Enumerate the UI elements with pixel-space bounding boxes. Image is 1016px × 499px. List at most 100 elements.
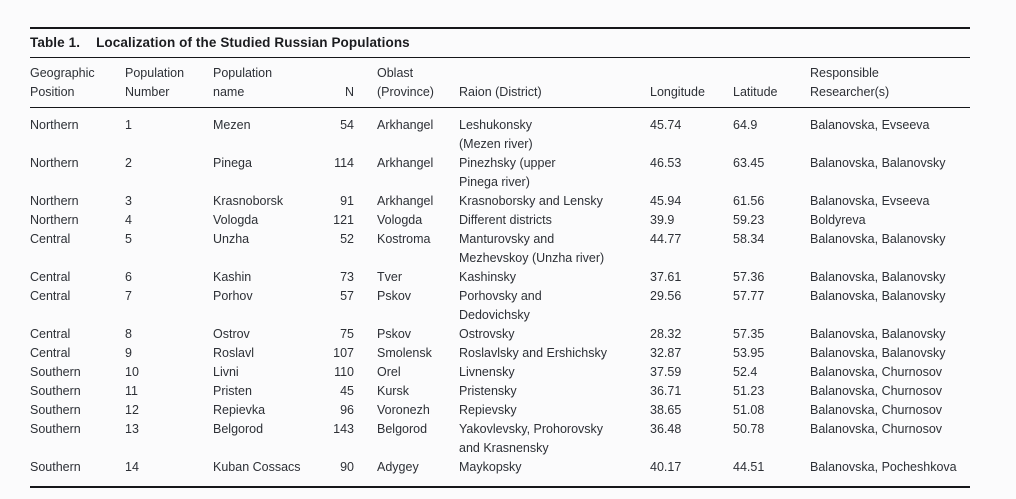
cell-name: Roslavl (213, 346, 254, 360)
col-header-population-number: Population Number (125, 57, 213, 108)
cell-raion: Leshukonsky (Mezen river) (459, 118, 533, 151)
cell-n: 57 (340, 289, 354, 303)
table-row: Northern 1 Mezen 54 Arkhangel Leshukonsky (Me… (30, 108, 970, 155)
cell-longitude: 36.71 (650, 384, 682, 398)
cell-n: 121 (333, 213, 354, 227)
table-row: Northern 4 Vologda 121 Vologda Different dist… (30, 211, 970, 230)
cell-longitude: 40.17 (650, 460, 682, 474)
cell-researcher: Balanovska, Churnosov (810, 365, 943, 379)
cell-longitude: 45.74 (650, 118, 682, 132)
cell-latitude: 50.78 (733, 422, 765, 436)
cell-num: 14 (125, 460, 139, 474)
table-row: Northern 3 Krasnoborsk 91 Arkhangel Krasnobor… (30, 192, 970, 211)
cell-num: 6 (125, 270, 132, 284)
table-row: Central 5 Unzha 52 Kostroma Manturovsky and M… (30, 230, 970, 268)
col-header-longitude: Longitude (650, 57, 733, 108)
cell-longitude: 37.61 (650, 270, 682, 284)
cell-n: 75 (340, 327, 354, 341)
col-header-geographic-position: Geographic Position (30, 57, 125, 108)
cell-raion: Manturovsky and Mezhevskoy (Unzha river) (459, 232, 605, 265)
table-row: Southern 13 Belgorod 143 Belgorod Yakovlevsky… (30, 420, 970, 458)
cell-geo: Northern (30, 213, 79, 227)
cell-latitude: 52.4 (733, 365, 758, 379)
cell-latitude: 61.56 (733, 194, 765, 208)
cell-name: Pristen (213, 384, 252, 398)
cell-raion: Livnensky (459, 365, 515, 379)
cell-raion: Maykopsky (459, 460, 522, 474)
col-header-raion-district: Raion (District) (459, 57, 650, 108)
cell-num: 10 (125, 365, 139, 379)
cell-num: 12 (125, 403, 139, 417)
cell-latitude: 58.34 (733, 232, 765, 246)
cell-raion: Yakovlevsky, Prohorovsky and Krasnensky (459, 422, 604, 455)
cell-n: 143 (333, 422, 354, 436)
cell-researcher: Balanovska, Balanovsky (810, 156, 946, 170)
cell-name: Kuban Cossacs (213, 460, 301, 474)
table-row: Northern 2 Pinega 114 Arkhangel Pinezhsky (up… (30, 154, 970, 192)
cell-researcher: Balanovska, Evseeva (810, 194, 930, 208)
table-title-text: Localization of the Studied Russian Popu… (96, 35, 410, 50)
cell-n: 107 (333, 346, 354, 360)
cell-latitude: 53.95 (733, 346, 765, 360)
cell-name: Krasnoborsk (213, 194, 284, 208)
cell-researcher: Boldyreva (810, 213, 866, 227)
cell-researcher: Balanovska, Balanovsky (810, 327, 946, 341)
col-header-latitude: Latitude (733, 57, 810, 108)
cell-oblast: Tver (377, 270, 402, 284)
cell-num: 11 (125, 384, 138, 398)
cell-oblast: Arkhangel (377, 156, 434, 170)
table-row: Southern 14 Kuban Cossacs 90 Adygey Maykopsky… (30, 458, 970, 486)
cell-longitude: 32.87 (650, 346, 682, 360)
cell-num: 4 (125, 213, 132, 227)
cell-geo: Central (30, 232, 71, 246)
cell-researcher: Balanovska, Balanovsky (810, 346, 946, 360)
cell-oblast: Smolensk (377, 346, 432, 360)
cell-researcher: Balanovska, Pocheshkova (810, 460, 957, 474)
cell-latitude: 57.77 (733, 289, 765, 303)
cell-raion: Roslavlsky and Ershichsky (459, 346, 607, 360)
cell-researcher: Balanovska, Balanovsky (810, 270, 946, 284)
cell-longitude: 28.32 (650, 327, 682, 341)
cell-num: 1 (125, 118, 132, 132)
cell-oblast: Vologda (377, 213, 423, 227)
cell-raion: Pristensky (459, 384, 517, 398)
cell-longitude: 37.59 (650, 365, 682, 379)
cell-longitude: 29.56 (650, 289, 682, 303)
table-row: Central 7 Porhov 57 Pskov Porhovsky and Dedov… (30, 287, 970, 325)
cell-oblast: Voronezh (377, 403, 430, 417)
col-header-n: N (320, 57, 377, 108)
cell-geo: Northern (30, 118, 79, 132)
cell-num: 13 (125, 422, 139, 436)
table-body: Northern 1 Mezen 54 Arkhangel Leshukonsky (Me… (30, 108, 970, 487)
cell-raion: Krasnoborsky and Lensky (459, 194, 603, 208)
cell-geo: Central (30, 270, 71, 284)
table-header: Geographic Position Population Number Po… (30, 57, 970, 108)
cell-name: Livni (213, 365, 239, 379)
cell-n: 45 (340, 384, 354, 398)
cell-geo: Central (30, 346, 71, 360)
cell-n: 91 (340, 194, 354, 208)
table1: Table 1. Localization of the Studied Russ… (30, 27, 970, 488)
cell-num: 3 (125, 194, 132, 208)
table-row: Central 6 Kashin 73 Tver Kashinsky 37.61 57.36 B… (30, 268, 970, 287)
cell-n: 90 (340, 460, 354, 474)
cell-oblast: Arkhangel (377, 194, 434, 208)
cell-researcher: Balanovska, Balanovsky (810, 232, 946, 246)
cell-latitude: 64.9 (733, 118, 758, 132)
cell-name: Pinega (213, 156, 252, 170)
col-header-oblast-province: Oblast (Province) (377, 57, 459, 108)
cell-researcher: Balanovska, Churnosov (810, 422, 943, 436)
table-title-label: Table 1. (30, 35, 81, 50)
cell-geo: Southern (30, 403, 81, 417)
table-row: Southern 12 Repievka 96 Voronezh Repievsky 38.… (30, 401, 970, 420)
cell-geo: Southern (30, 365, 81, 379)
cell-longitude: 36.48 (650, 422, 682, 436)
cell-name: Ostrov (213, 327, 250, 341)
cell-oblast: Arkhangel (377, 118, 434, 132)
col-header-responsible-researcher: Responsible Researcher(s) (810, 57, 970, 108)
cell-n: 73 (340, 270, 354, 284)
cell-researcher: Balanovska, Balanovsky (810, 289, 946, 303)
cell-name: Vologda (213, 213, 259, 227)
cell-name: Unzha (213, 232, 250, 246)
